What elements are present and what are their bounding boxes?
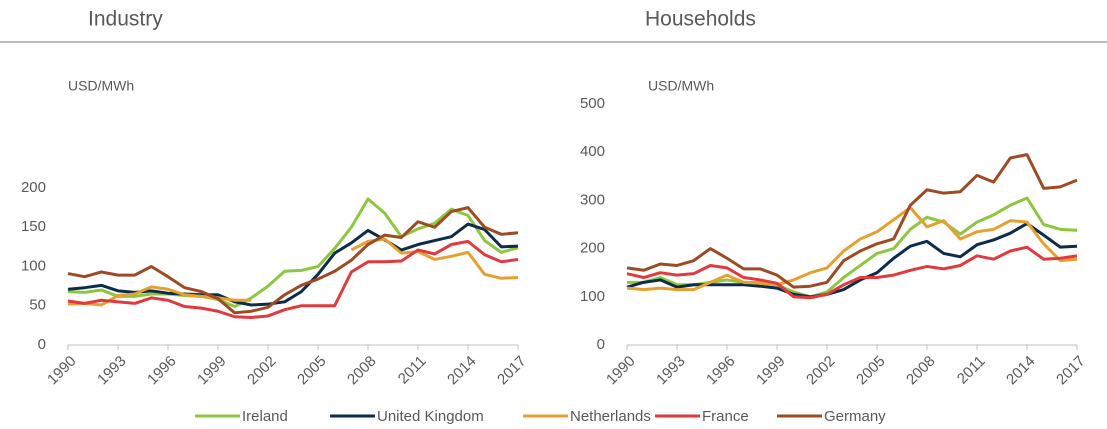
- legend-label: Germany: [824, 408, 886, 425]
- series-line: [67, 239, 519, 320]
- x-tick-label: 1996: [703, 353, 739, 389]
- y-tick-label: 0: [38, 336, 46, 353]
- x-tick-label: 2011: [395, 353, 430, 388]
- x-tick-label: 2017: [494, 353, 530, 389]
- y-tick-label: 100: [580, 288, 605, 305]
- x-tick-label: 2014: [444, 353, 480, 389]
- series-line: [67, 197, 519, 309]
- x-tick-label: 2005: [294, 353, 330, 389]
- legend-label: Ireland: [242, 408, 288, 425]
- y-tick-label: 300: [580, 191, 605, 208]
- chart-title: Households: [645, 8, 756, 31]
- y-tick-label: 500: [580, 95, 605, 112]
- y-tick-label: 200: [580, 240, 605, 257]
- series-line: [626, 206, 1078, 292]
- chart-title: Industry: [88, 8, 163, 31]
- x-tick-label: 2002: [803, 353, 839, 389]
- x-tick-label: 2017: [1053, 353, 1089, 389]
- y-tick-label: 50: [29, 297, 46, 314]
- y-tick-label: 400: [580, 143, 605, 160]
- y-axis-unit: USD/MWh: [68, 78, 134, 94]
- x-tick-label: 1999: [753, 353, 789, 389]
- y-axis-unit: USD/MWh: [648, 78, 714, 94]
- y-tick-label: 100: [21, 257, 46, 274]
- x-tick-label: 2005: [853, 353, 889, 389]
- series-line: [67, 206, 519, 315]
- x-tick-label: 2008: [903, 353, 939, 389]
- x-tick-label: 1990: [603, 353, 639, 389]
- x-tick-label: 2008: [344, 353, 380, 389]
- x-tick-label: 1993: [653, 353, 689, 389]
- legend-label: United Kingdom: [377, 408, 484, 425]
- series-line: [626, 153, 1078, 289]
- x-tick-label: 1996: [144, 353, 180, 389]
- y-tick-label: 0: [597, 336, 605, 353]
- y-tick-label: 200: [21, 179, 46, 196]
- series-line: [626, 245, 1078, 300]
- x-tick-label: 2014: [1003, 353, 1039, 389]
- legend-label: Netherlands: [570, 408, 651, 425]
- x-tick-label: 1999: [194, 353, 230, 389]
- x-tick-label: 2011: [954, 353, 989, 388]
- x-tick-label: 1990: [44, 353, 80, 389]
- y-tick-label: 150: [21, 218, 46, 235]
- legend-label: France: [702, 408, 749, 425]
- x-tick-label: 2002: [244, 353, 280, 389]
- x-tick-label: 1993: [94, 353, 130, 389]
